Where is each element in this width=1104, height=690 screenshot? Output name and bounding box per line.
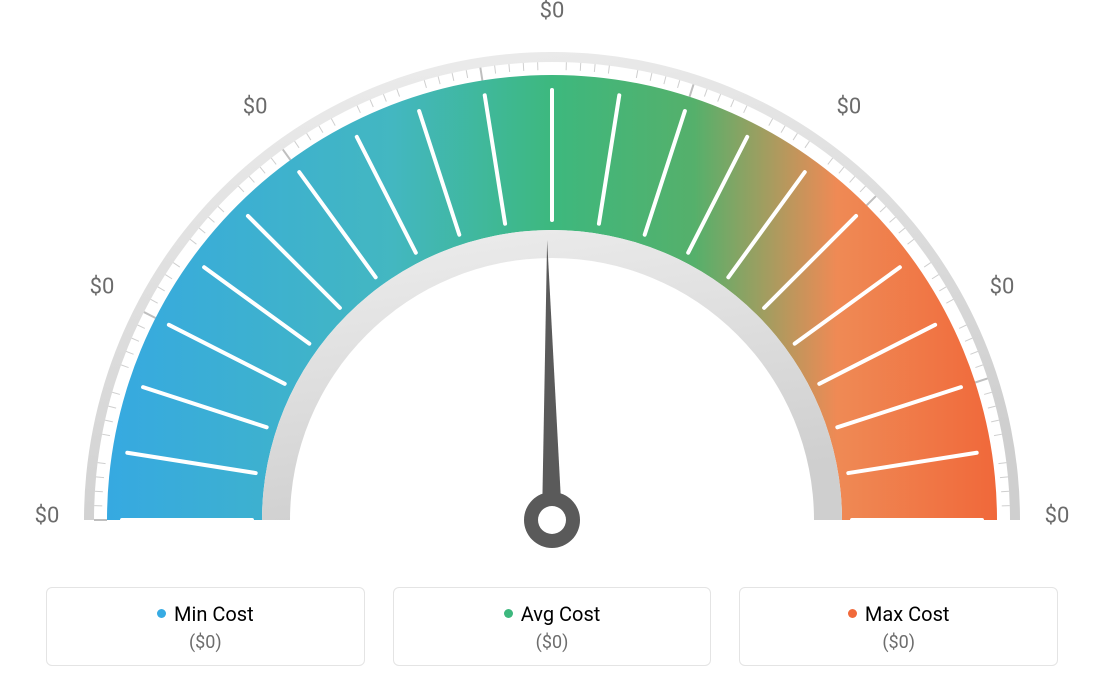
legend-min-label: Min Cost — [174, 602, 254, 626]
gauge-scale-label: $0 — [540, 0, 565, 24]
legend-avg-value: ($0) — [404, 632, 701, 653]
legend-avg-title: Avg Cost — [404, 602, 701, 626]
legend-min-value: ($0) — [57, 632, 354, 653]
legend-max-dot — [848, 609, 857, 618]
gauge-svg — [0, 0, 1104, 590]
legend-avg-dot — [504, 609, 513, 618]
gauge-chart: $0 $0 $0 $0 $0 $0 $0 — [0, 0, 1104, 570]
gauge-scale-label: $0 — [35, 504, 60, 529]
legend-max-label: Max Cost — [865, 602, 950, 626]
gauge-scale-label: $0 — [1045, 504, 1070, 529]
legend-avg-label: Avg Cost — [521, 602, 601, 626]
gauge-scale-label: $0 — [990, 274, 1015, 299]
legend-min-dot — [157, 609, 166, 618]
legend-row: Min Cost ($0) Avg Cost ($0) Max Cost ($0… — [46, 587, 1058, 666]
legend-max-title: Max Cost — [750, 602, 1047, 626]
legend-max-value: ($0) — [750, 632, 1047, 653]
legend-card-max: Max Cost ($0) — [739, 587, 1058, 666]
gauge-scale-label: $0 — [90, 274, 115, 299]
cost-gauge-container: $0 $0 $0 $0 $0 $0 $0 Min Cost ($0) Avg Cost ($… — [0, 0, 1104, 690]
gauge-scale-label: $0 — [243, 95, 268, 120]
legend-card-min: Min Cost ($0) — [46, 587, 365, 666]
legend-min-title: Min Cost — [57, 602, 354, 626]
legend-card-avg: Avg Cost ($0) — [393, 587, 712, 666]
gauge-scale-label: $0 — [836, 95, 861, 120]
